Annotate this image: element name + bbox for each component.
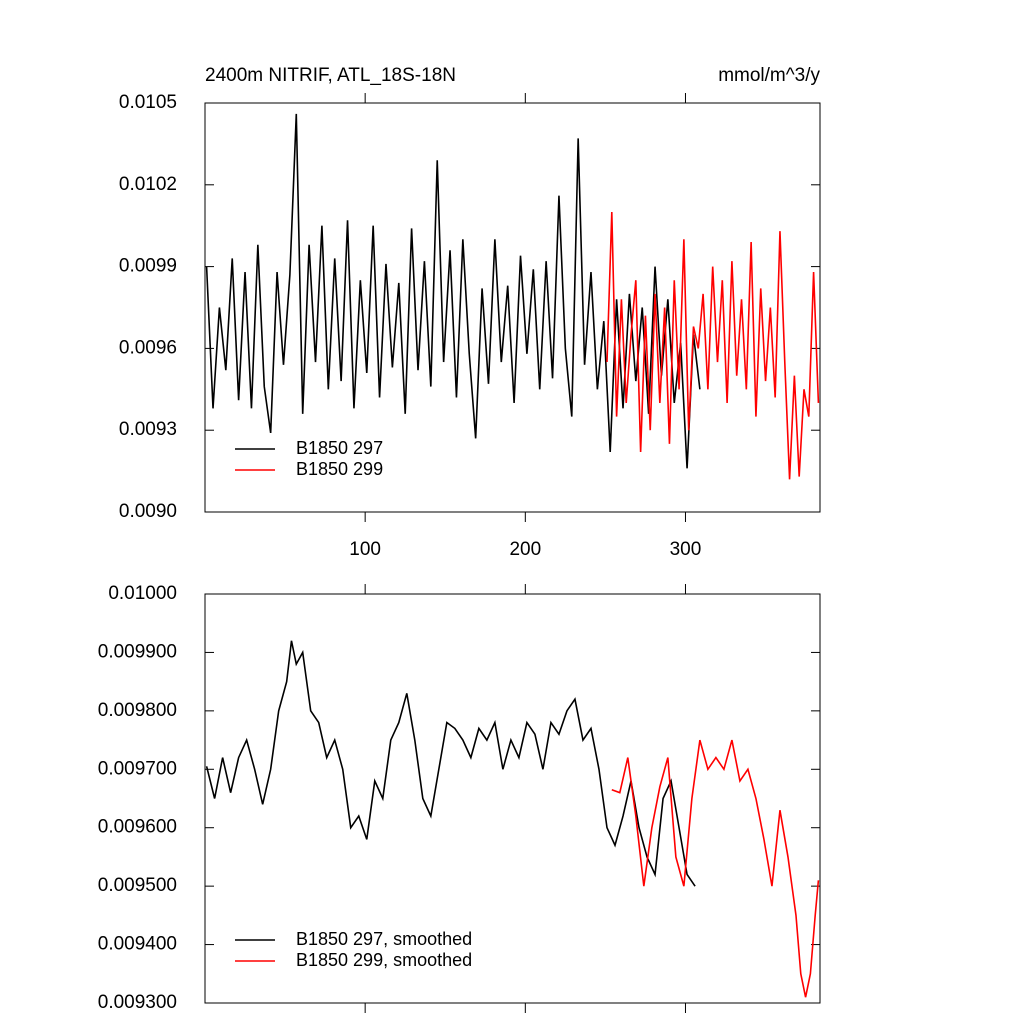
data-line	[611, 739, 820, 998]
y-tick-label: 0.0093	[119, 419, 177, 440]
x-tick-label: 100	[349, 539, 381, 560]
legend-label: B1850 297	[296, 438, 383, 458]
data-line	[205, 113, 701, 469]
y-tick-label: 0.009900	[98, 641, 177, 662]
y-tick-label: 0.01000	[108, 583, 177, 604]
legend-label: B1850 297, smoothed	[296, 929, 472, 949]
y-tick-label: 0.0090	[119, 501, 177, 522]
legend-label: B1850 299, smoothed	[296, 950, 472, 970]
x-tick-label: 200	[509, 539, 541, 560]
x-tick-label: 300	[670, 539, 702, 560]
data-line	[205, 640, 696, 887]
plot-frame	[204, 102, 821, 513]
chart-title: 2400m NITRIF, ATL_18S-18N	[205, 65, 456, 86]
y-tick-label: 0.0102	[119, 174, 177, 195]
y-tick-label: 0.009500	[98, 875, 177, 896]
units-label: mmol/m^3/y	[718, 65, 820, 86]
y-tick-label: 0.0099	[119, 256, 177, 277]
y-tick-label: 0.009400	[98, 934, 177, 955]
plot-frame	[204, 593, 821, 1004]
legend-label: B1850 299	[296, 459, 383, 479]
data-line	[606, 212, 820, 480]
y-tick-label: 0.0096	[119, 337, 177, 358]
y-tick-label: 0.009600	[98, 817, 177, 838]
y-tick-label: 0.009800	[98, 700, 177, 721]
y-tick-label: 0.009700	[98, 758, 177, 779]
y-tick-label: 0.009300	[98, 992, 177, 1013]
y-tick-label: 0.0105	[119, 92, 177, 113]
